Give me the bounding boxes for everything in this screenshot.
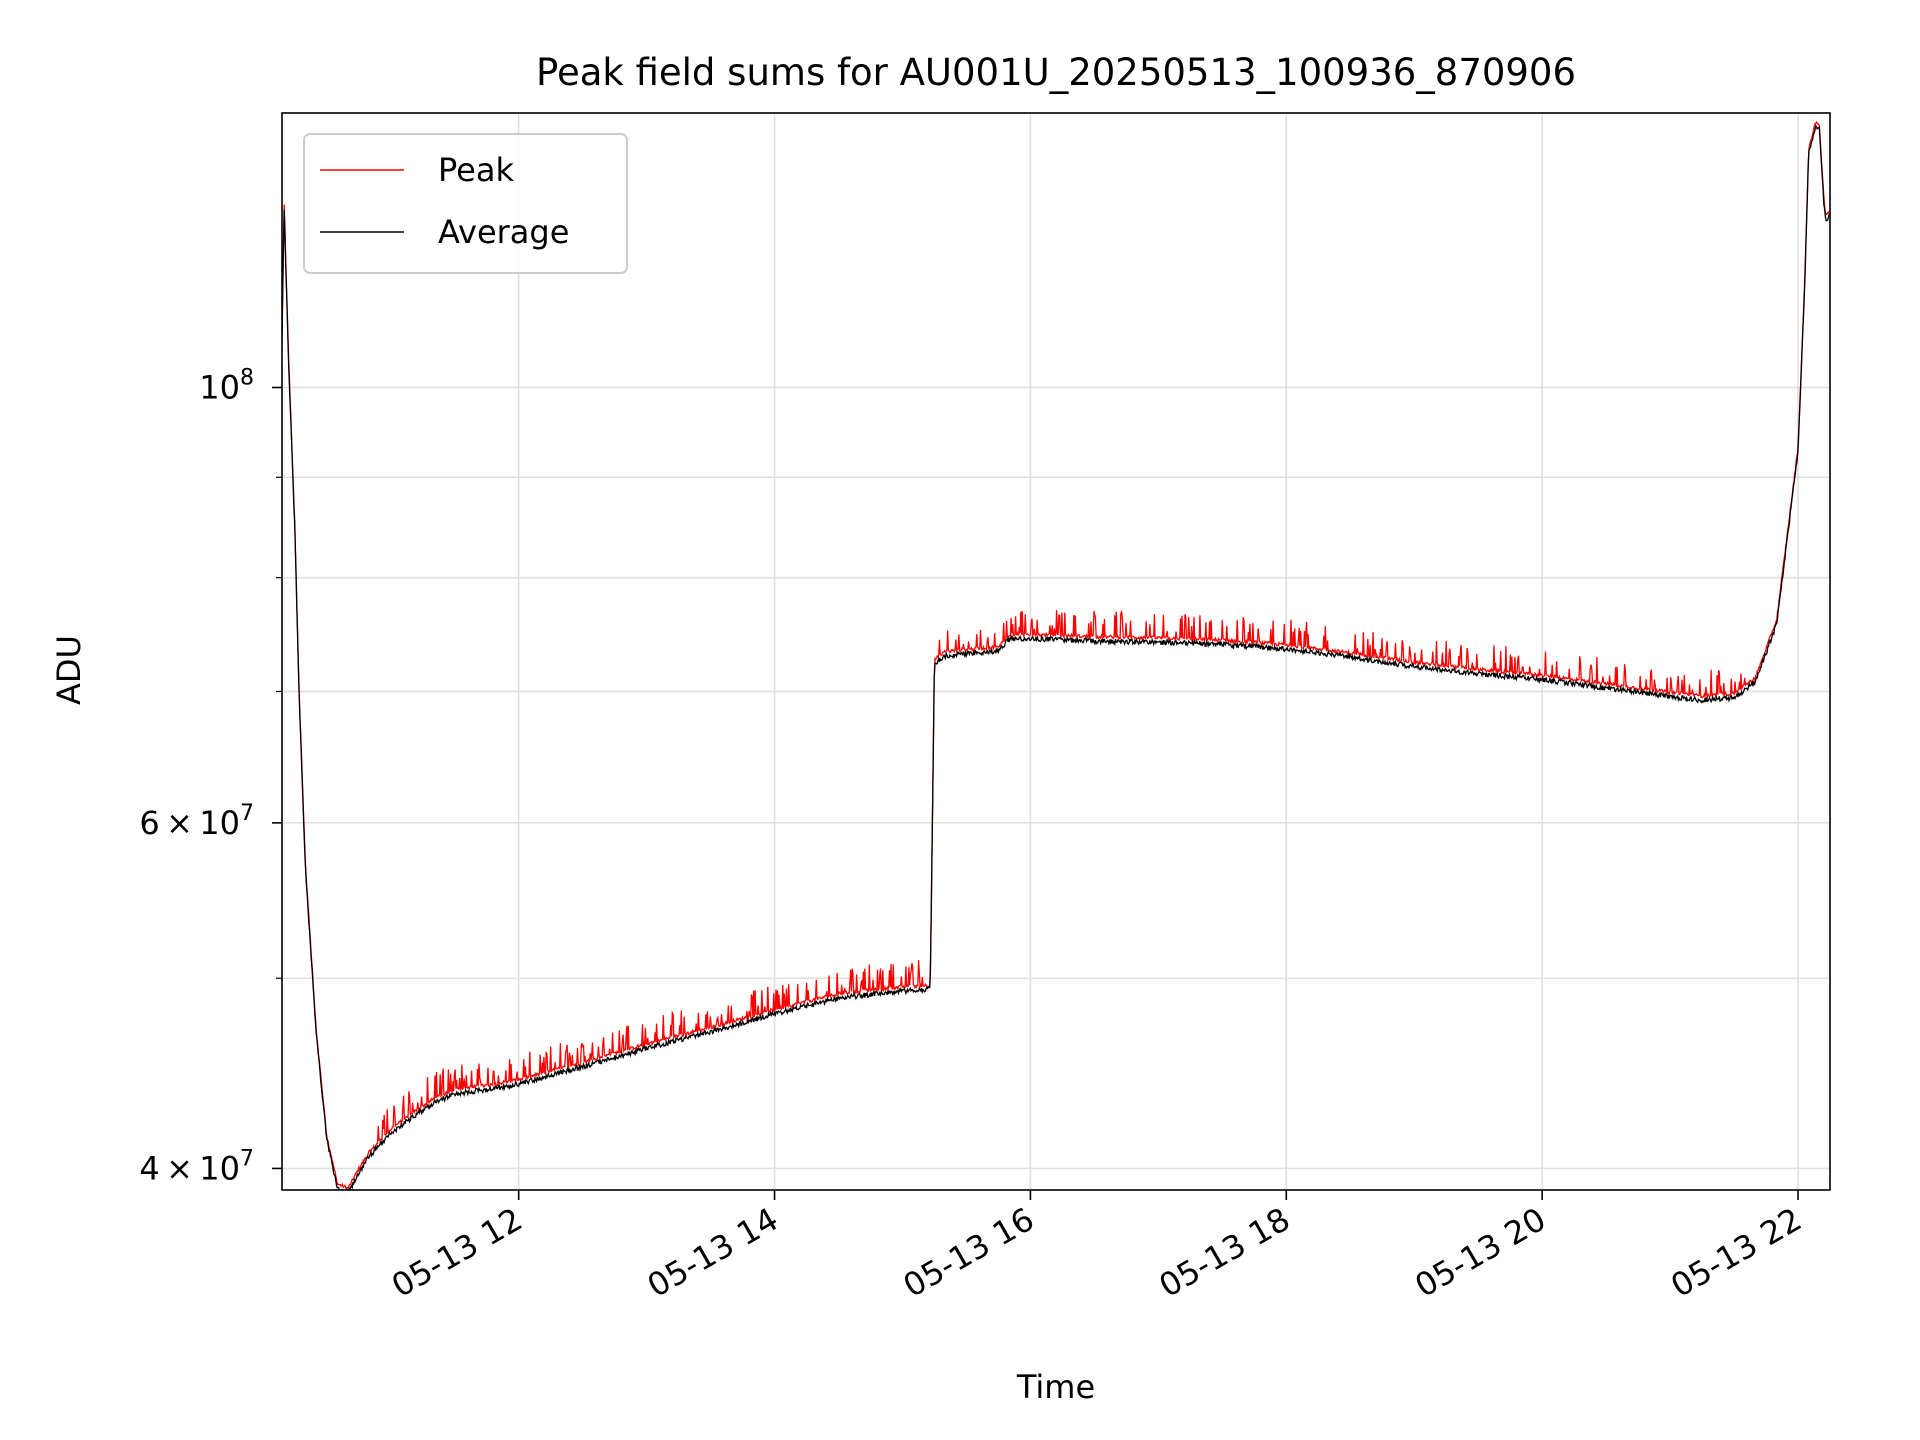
legend-label-peak: Peak: [438, 151, 514, 189]
average-line: [282, 124, 1830, 1190]
chart-title: Peak field sums for AU001U_20250513_1009…: [536, 51, 1576, 94]
y-tick-label-exponent: 7: [240, 1146, 254, 1171]
plot-frame: [281, 112, 1831, 1191]
y-tick-label-exponent: 7: [240, 801, 254, 826]
legend: Peak Average: [303, 133, 628, 274]
y-tick-label: 108: [199, 366, 254, 407]
y-tick-label-base: 4 × 10: [139, 1149, 240, 1187]
x-axis-label: Time: [1016, 1368, 1095, 1406]
peak-line: [282, 120, 1830, 1190]
y-tick-label-base: 6 × 10: [139, 804, 240, 842]
grid: [282, 113, 1830, 1190]
y-tick-label: 4 × 107: [139, 1146, 254, 1187]
y-tick-label-exponent: 8: [240, 366, 254, 391]
legend-box: [303, 133, 628, 274]
legend-label-average: Average: [438, 213, 569, 251]
series-layer: [282, 120, 1830, 1190]
y-tick-label: 6 × 107: [139, 801, 254, 842]
y-tick-label-base: 10: [199, 369, 240, 407]
y-axis-label: ADU: [50, 635, 88, 705]
